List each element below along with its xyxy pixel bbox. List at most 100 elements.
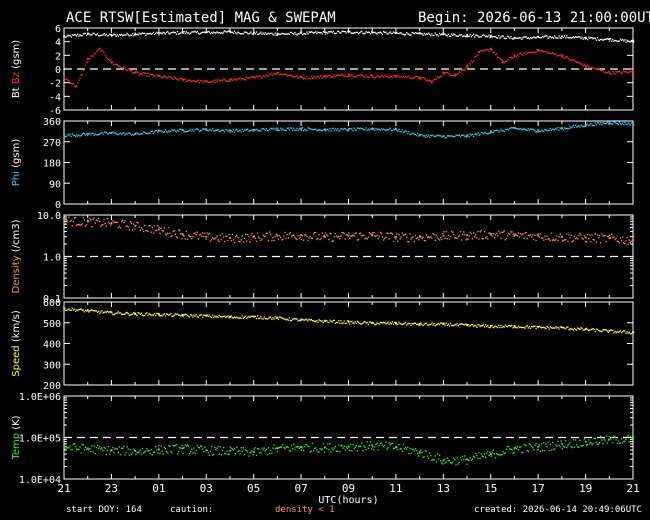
data-point bbox=[574, 124, 577, 127]
data-point bbox=[165, 31, 168, 34]
data-point bbox=[458, 34, 460, 36]
data-point bbox=[287, 32, 289, 35]
data-point bbox=[154, 314, 157, 317]
data-point bbox=[202, 316, 204, 319]
data-point bbox=[375, 127, 377, 130]
data-point bbox=[311, 31, 314, 33]
data-point bbox=[230, 31, 232, 33]
data-point bbox=[176, 78, 179, 80]
data-point bbox=[465, 239, 467, 241]
data-point bbox=[306, 75, 308, 78]
data-point bbox=[632, 70, 634, 73]
data-point bbox=[178, 79, 180, 81]
data-point bbox=[248, 76, 250, 79]
data-point bbox=[430, 80, 433, 83]
data-point bbox=[584, 440, 587, 443]
data-point bbox=[466, 136, 468, 138]
data-point bbox=[247, 32, 249, 35]
data-point bbox=[145, 450, 147, 452]
data-point bbox=[84, 32, 87, 35]
series-bz bbox=[63, 47, 635, 88]
data-point bbox=[559, 233, 561, 235]
data-point bbox=[409, 133, 411, 135]
data-point bbox=[377, 237, 379, 240]
data-point bbox=[390, 75, 393, 78]
y-axis-label-part: Bt bbox=[11, 87, 22, 98]
data-point bbox=[70, 135, 72, 138]
data-point bbox=[395, 445, 397, 448]
data-point bbox=[331, 321, 333, 323]
chart-title: ACE RTSW[Estimated] MAG & SWEPAM bbox=[66, 10, 336, 26]
data-point bbox=[514, 233, 516, 235]
data-point bbox=[401, 324, 403, 326]
data-point bbox=[443, 73, 445, 75]
series-temp bbox=[63, 434, 635, 466]
data-point bbox=[124, 454, 126, 456]
data-point bbox=[420, 78, 422, 80]
data-point bbox=[547, 441, 549, 443]
data-point bbox=[538, 236, 541, 238]
data-point bbox=[287, 319, 289, 321]
data-point bbox=[342, 232, 344, 234]
data-point bbox=[179, 78, 181, 80]
data-point bbox=[347, 445, 350, 448]
data-point bbox=[612, 329, 614, 332]
data-point bbox=[113, 221, 115, 223]
data-point bbox=[178, 229, 180, 231]
data-point bbox=[384, 322, 386, 324]
data-point bbox=[303, 129, 305, 132]
y-axis-label-part: Bz bbox=[11, 72, 22, 87]
data-point bbox=[548, 51, 550, 54]
data-point bbox=[210, 129, 213, 132]
data-point bbox=[469, 133, 471, 135]
data-point bbox=[475, 34, 477, 36]
data-point bbox=[185, 80, 187, 83]
data-point bbox=[501, 231, 503, 234]
data-point bbox=[517, 128, 520, 130]
data-point bbox=[548, 238, 550, 240]
data-point bbox=[286, 318, 288, 321]
data-point bbox=[73, 85, 76, 87]
data-point bbox=[197, 128, 200, 131]
data-point bbox=[289, 232, 292, 234]
data-point bbox=[435, 78, 437, 80]
data-point bbox=[329, 232, 331, 234]
data-point bbox=[628, 441, 630, 443]
data-point bbox=[451, 33, 453, 35]
data-point bbox=[487, 48, 489, 51]
data-point bbox=[283, 129, 285, 131]
data-point bbox=[224, 452, 226, 455]
data-point bbox=[538, 444, 541, 446]
data-point bbox=[276, 316, 279, 319]
data-point bbox=[196, 445, 198, 447]
data-point bbox=[185, 130, 187, 133]
data-point bbox=[555, 326, 557, 328]
data-point bbox=[293, 76, 295, 78]
data-point bbox=[459, 71, 462, 73]
data-point bbox=[310, 450, 312, 452]
data-point bbox=[412, 76, 414, 79]
data-point bbox=[550, 129, 553, 131]
data-point bbox=[557, 37, 559, 39]
data-point bbox=[172, 315, 174, 317]
data-point bbox=[146, 32, 148, 35]
data-point bbox=[588, 125, 590, 127]
data-point bbox=[179, 128, 181, 130]
data-point bbox=[258, 448, 260, 450]
data-point bbox=[267, 129, 270, 132]
data-point bbox=[163, 75, 166, 77]
data-point bbox=[114, 313, 116, 315]
data-point bbox=[105, 33, 107, 36]
data-point bbox=[539, 50, 542, 52]
data-point bbox=[498, 230, 500, 232]
data-point bbox=[274, 73, 276, 75]
data-point bbox=[356, 74, 359, 77]
data-point bbox=[86, 447, 89, 450]
data-point bbox=[421, 77, 423, 79]
data-point bbox=[89, 57, 91, 59]
data-point bbox=[423, 77, 425, 79]
data-point bbox=[482, 50, 485, 52]
data-point bbox=[472, 325, 475, 327]
data-point bbox=[221, 316, 224, 318]
data-point bbox=[133, 312, 135, 314]
